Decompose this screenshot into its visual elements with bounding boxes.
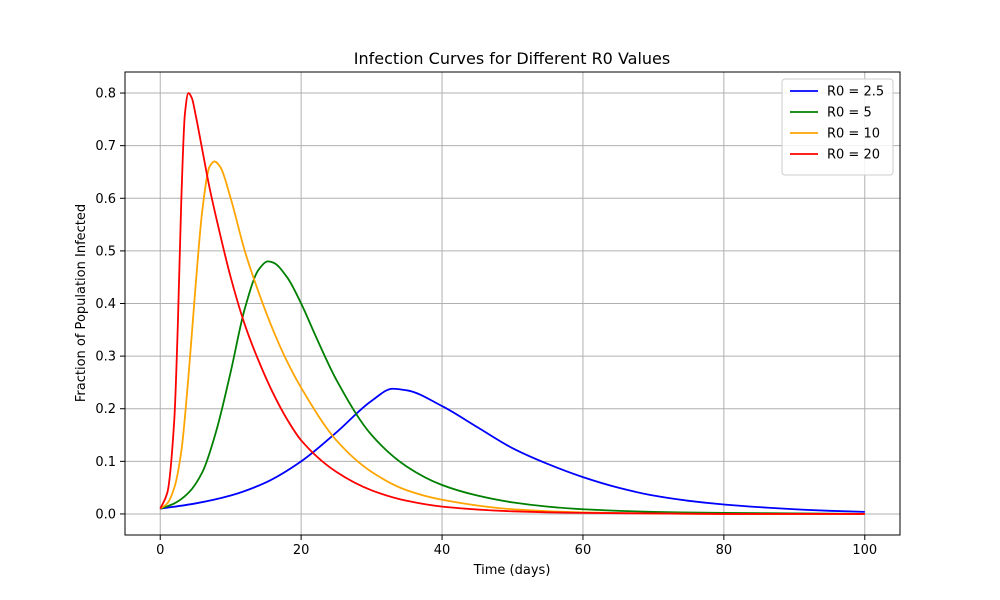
y-axis-label: Fraction of Population Infected [74,204,89,402]
chart-title: Infection Curves for Different R0 Values [354,49,670,68]
x-tick-label: 0 [156,543,164,558]
series-line-r0-2-5 [160,387,865,513]
series-line-r0-10 [159,160,865,515]
legend: R0 = 2.5 R0 = 5 R0 = 10 R0 = 20 [781,78,894,176]
legend-label: R0 = 20 [827,148,880,163]
ticks: 0 20 40 60 80 100 0.0 0.1 0.2 0.3 0.4 0.5 0.6 0.7 0.8 [95,87,877,558]
y-tick-label: 0.5 [95,244,116,259]
series-line-r0-5 [159,260,865,515]
legend-label: R0 = 2.5 [827,85,884,100]
x-tick-label: 60 [575,543,592,558]
y-tick-label: 0.1 [95,455,116,470]
x-tick-label: 100 [852,543,877,558]
y-tick-label: 0.3 [95,350,116,365]
x-tick-label: 40 [434,543,451,558]
legend-label: R0 = 10 [827,127,880,142]
grid [125,72,900,535]
y-tick-label: 0.0 [95,507,116,522]
y-tick-label: 0.6 [95,192,116,207]
y-tick-label: 0.8 [95,87,116,102]
x-tick-label: 80 [716,543,733,558]
series-layer [159,92,865,515]
series-line-r0-20 [159,92,865,515]
y-tick-label: 0.4 [95,297,116,312]
y-tick-label: 0.7 [95,139,116,154]
legend-label: R0 = 5 [827,106,872,121]
y-tick-label: 0.2 [95,402,116,417]
x-tick-label: 20 [293,543,310,558]
x-axis-label: Time (days) [473,563,551,578]
legend-box [781,78,894,176]
